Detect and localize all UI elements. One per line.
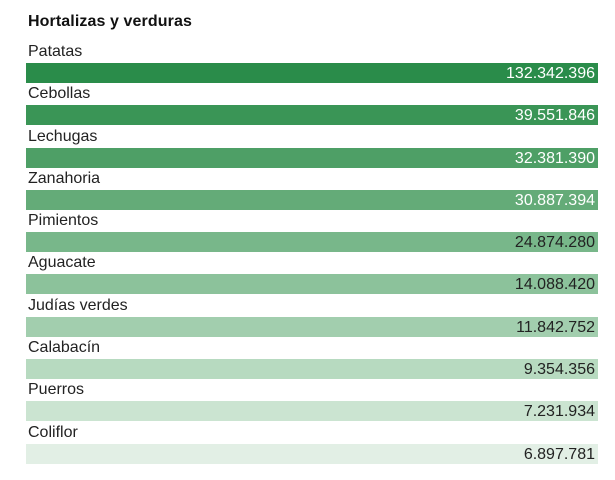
category-label: Aguacate — [28, 254, 96, 272]
value-label: 24.874.280 — [514, 234, 595, 252]
value-label: 7.231.934 — [523, 403, 595, 421]
value-bar — [26, 359, 598, 380]
chart-rows: Patatas 132.342.396 Cebollas 39.551.846 Lech… — [26, 42, 598, 465]
category-label: Cebollas — [28, 85, 91, 103]
value-label: 9.354.356 — [523, 361, 595, 379]
value-label: 11.842.752 — [516, 318, 595, 336]
category-label: Zanahoria — [28, 169, 101, 187]
chart-row: Zanahoria 30.887.394 — [26, 169, 598, 211]
value-bar — [26, 147, 598, 168]
value-bar — [26, 105, 598, 126]
category-label: Patatas — [28, 43, 83, 60]
value-label: 32.381.390 — [514, 149, 595, 167]
value-bar — [26, 401, 598, 422]
chart-row: Coliflor 6.897.781 — [26, 423, 598, 465]
chart-row: Calabacín 9.354.356 — [26, 338, 598, 380]
chart-row: Lechugas 32.381.390 — [26, 127, 598, 169]
chart-row: Aguacate 14.088.420 — [26, 253, 598, 295]
chart-row: Judías verdes 11.842.752 — [26, 296, 598, 338]
value-bar — [26, 316, 598, 337]
value-label: 39.551.846 — [514, 107, 595, 125]
value-label: 14.088.420 — [514, 276, 595, 294]
value-label: 30.887.394 — [514, 191, 595, 209]
value-bar — [26, 232, 598, 253]
value-bar — [26, 63, 598, 83]
value-label: 6.897.781 — [523, 445, 595, 463]
chart-row: Puerros 7.231.934 — [26, 380, 598, 422]
category-label: Calabacín — [28, 339, 101, 357]
category-label: Pimientos — [28, 212, 99, 230]
category-label: Puerros — [28, 381, 85, 399]
category-label: Lechugas — [28, 127, 98, 145]
value-label: 132.342.396 — [506, 65, 595, 82]
category-label: Judías verdes — [28, 296, 128, 314]
chart-title: Hortalizas y verduras — [28, 13, 192, 30]
value-bar — [26, 189, 598, 210]
category-label: Coliflor — [28, 423, 78, 441]
value-bar — [26, 443, 598, 464]
value-bar — [26, 274, 598, 295]
chart-row: Patatas 132.342.396 — [26, 42, 598, 84]
chart-row: Cebollas 39.551.846 — [26, 84, 598, 126]
chart-row: Pimientos 24.874.280 — [26, 211, 598, 253]
